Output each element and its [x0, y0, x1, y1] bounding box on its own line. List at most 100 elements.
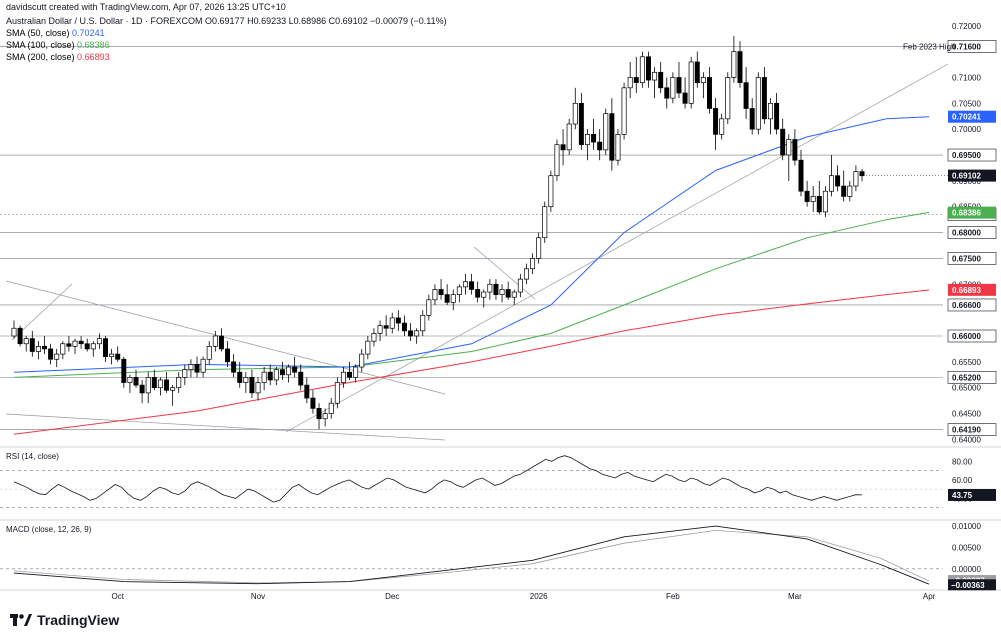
price-tick-label: 0.71000: [952, 73, 981, 82]
sma50-legend[interactable]: SMA (50, close) 0.70241: [6, 28, 105, 38]
sma200-value: 0.66893: [77, 52, 110, 62]
candle-body: [536, 237, 542, 259]
macd-line: [13, 525, 930, 585]
candle-body: [176, 377, 182, 389]
candle-body: [511, 291, 517, 298]
symbol-line: Australian Dollar / U.S. Dollar · 1D · F…: [6, 16, 447, 26]
candle-body: [847, 185, 853, 197]
candle-body: [334, 382, 340, 404]
time-tick-label: Dec: [385, 592, 399, 601]
level-label: 0.71600: [952, 42, 981, 51]
candle-body: [462, 281, 468, 288]
candle-body: [286, 366, 292, 376]
level-label: 0.66000: [952, 332, 981, 341]
candle-body: [17, 327, 23, 345]
candle-body: [749, 108, 755, 130]
candle-body: [517, 278, 523, 293]
price-tick-label: 0.65000: [952, 384, 981, 393]
candle-body: [652, 71, 658, 81]
candle-body: [768, 102, 773, 120]
candle-body: [737, 51, 743, 83]
level-label: 0.66600: [952, 301, 981, 310]
rsi-value-label: 43.75: [952, 491, 973, 500]
candle-body: [554, 144, 560, 177]
level-label-box: [947, 226, 997, 239]
candle-body: [432, 289, 438, 301]
candle-body: [170, 387, 176, 391]
sma100-legend[interactable]: SMA (100, close) 0.68386: [6, 40, 110, 50]
level-label-box: [947, 252, 997, 265]
candle-body: [164, 379, 170, 391]
tradingview-logo[interactable]: TradingView: [10, 612, 119, 628]
macd-tick-label: 0.00500: [952, 543, 981, 552]
candle-body: [237, 371, 243, 383]
tradingview-logo-icon: [10, 614, 32, 626]
candle-body: [719, 118, 725, 135]
candle-body: [475, 289, 481, 298]
candle-body: [139, 384, 145, 394]
sma-axis-label: 0.68386: [952, 209, 981, 218]
macd-tick-label: 0.00000: [952, 565, 981, 574]
candle-body: [414, 330, 420, 337]
trendline-descending: [5, 280, 446, 395]
candle-body: [780, 128, 786, 156]
macd-signal-line: [13, 529, 930, 584]
candle-body: [469, 281, 475, 290]
candle-body: [48, 348, 54, 360]
candle-body: [627, 77, 633, 89]
sma100-line: [13, 211, 930, 378]
candle-body: [853, 171, 859, 187]
time-tick-label: 2026: [530, 592, 548, 601]
sma200-legend[interactable]: SMA (200, close) 0.66893: [6, 52, 110, 62]
macd-value-box: [948, 579, 996, 591]
candle-body: [859, 171, 865, 177]
candle-body: [23, 338, 29, 345]
candle-body: [639, 56, 645, 83]
candle-body: [743, 82, 749, 109]
candle-body: [72, 340, 78, 347]
candle-body: [194, 364, 200, 373]
candle-body: [706, 77, 712, 109]
sma100-label: SMA (100, close): [6, 40, 75, 50]
level-label: 0.68000: [952, 229, 981, 238]
candle-body: [615, 133, 621, 161]
candle-body: [322, 413, 328, 420]
candle-body: [481, 291, 487, 298]
created-by-text: davidscutt created with TradingView.com,…: [6, 2, 286, 12]
candle-body: [395, 317, 401, 324]
sma50-label: SMA (50, close): [6, 28, 70, 38]
macd-tick-label: 0.01000: [952, 522, 981, 531]
candle-body: [42, 345, 47, 350]
candle-body: [35, 345, 41, 352]
sma50-value: 0.70241: [72, 28, 105, 38]
level-note: Feb 2023 High: [903, 42, 955, 51]
trendline-flag: [473, 246, 536, 300]
rsi-label: RSI (14, close): [6, 452, 59, 461]
current-price-label: 0.69102: [952, 172, 981, 181]
level-label-box: [947, 423, 997, 436]
candle-body: [103, 338, 108, 358]
candle-body: [29, 338, 35, 352]
current-price-box: [948, 169, 996, 182]
candle-body: [225, 348, 231, 363]
candle-body: [255, 382, 261, 394]
price-tick-label: 0.64500: [952, 410, 981, 419]
candle-body: [841, 185, 847, 197]
candle-body: [328, 402, 334, 414]
candle-body: [450, 294, 456, 303]
candle-body: [151, 377, 157, 389]
candle-body: [572, 102, 578, 125]
candle-body: [316, 408, 322, 420]
time-tick-label: Nov: [251, 592, 265, 601]
candle-body: [505, 289, 511, 298]
price-axis: 0.720000.710000.705000.700000.690000.685…: [866, 22, 996, 444]
candle-body: [829, 175, 834, 192]
candle-body: [426, 299, 432, 316]
brand-name: TradingView: [37, 612, 120, 628]
candle-body: [444, 294, 450, 303]
candle-body: [566, 123, 572, 151]
sma200-line: [13, 289, 930, 435]
candle-body: [578, 102, 584, 146]
trendline-lower: [5, 413, 446, 441]
